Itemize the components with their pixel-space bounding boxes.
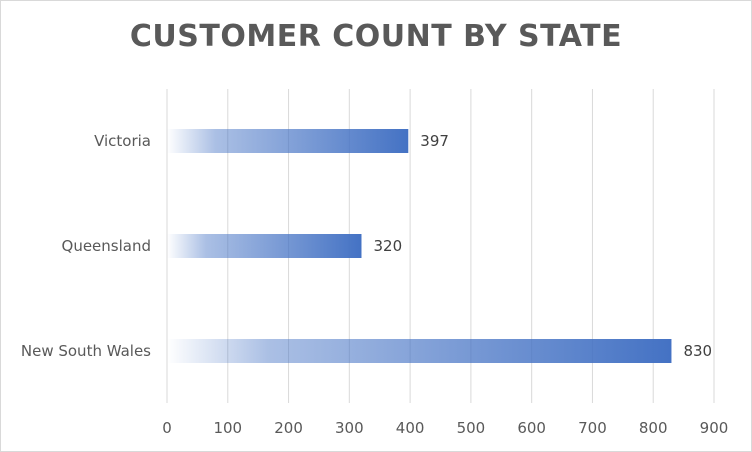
x-tick-label: 100 bbox=[213, 419, 242, 437]
data-label: 397 bbox=[420, 132, 449, 150]
labels: 0 100 200 300 400 500 600 700 800 900 Victoria 397 Q… bbox=[21, 132, 728, 437]
chart-title: CUSTOMER COUNT BY STATE bbox=[129, 19, 623, 54]
x-tick-label: 300 bbox=[335, 419, 364, 437]
y-category-label: New South Wales bbox=[21, 342, 151, 360]
y-category-label: Victoria bbox=[94, 132, 151, 150]
bar bbox=[167, 129, 409, 153]
data-label: 830 bbox=[683, 342, 712, 360]
x-tick-label: 500 bbox=[457, 419, 486, 437]
x-tick-label: 900 bbox=[700, 419, 729, 437]
x-tick-label: 700 bbox=[578, 419, 607, 437]
bar bbox=[167, 339, 672, 363]
x-tick-label: 0 bbox=[162, 419, 172, 437]
x-tick-label: 200 bbox=[274, 419, 303, 437]
x-tick-label: 600 bbox=[517, 419, 546, 437]
y-category-label: Queensland bbox=[62, 237, 151, 255]
bar bbox=[167, 234, 362, 258]
x-tick-label: 400 bbox=[396, 419, 425, 437]
x-tick-label: 800 bbox=[639, 419, 668, 437]
data-label: 320 bbox=[373, 237, 402, 255]
bars bbox=[167, 129, 672, 363]
